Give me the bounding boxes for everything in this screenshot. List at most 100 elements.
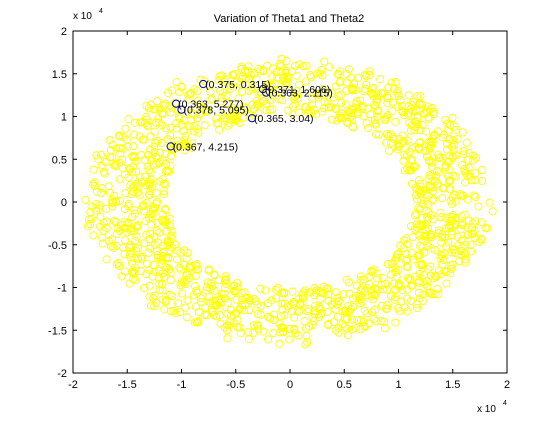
data-point: [245, 111, 254, 121]
data-point: [180, 303, 190, 312]
data-point: [412, 209, 421, 218]
data-point: [431, 245, 440, 255]
data-point: [324, 321, 333, 330]
data-point: [283, 78, 292, 87]
data-point: [167, 226, 176, 235]
data-point: [242, 104, 251, 113]
data-point: [446, 121, 455, 130]
data-point: [365, 272, 374, 281]
data-point: [262, 106, 271, 115]
data-point: [442, 279, 451, 288]
data-point: [417, 260, 426, 269]
data-point: [466, 240, 475, 249]
data-point: [347, 106, 356, 115]
data-point: [116, 221, 126, 230]
data-point: [318, 85, 328, 94]
data-point: [132, 167, 141, 176]
data-point: [160, 205, 170, 214]
data-point: [124, 202, 133, 211]
data-point: [323, 307, 332, 316]
data-point: [203, 105, 212, 115]
y-tick-label: 2: [61, 26, 67, 38]
data-point: [211, 300, 220, 310]
data-point: [370, 100, 379, 109]
data-point: [477, 235, 486, 244]
data-point: [399, 108, 408, 117]
data-point: [304, 305, 313, 314]
point-label: (0.367, 4.215): [173, 141, 238, 153]
data-point: [210, 271, 219, 280]
data-point: [406, 126, 415, 135]
highlighted-point: [166, 142, 175, 151]
data-point: [331, 326, 340, 335]
data-point: [477, 166, 486, 175]
data-point: [191, 271, 200, 280]
data-point: [420, 248, 429, 257]
data-point: [428, 158, 437, 167]
data-point: [370, 305, 379, 314]
data-point: [290, 324, 299, 333]
data-point: [108, 153, 117, 162]
point-label: (0.363, 5.277): [178, 99, 243, 111]
data-point: [251, 297, 260, 306]
data-point: [153, 253, 162, 262]
data-point: [435, 153, 444, 162]
data-point: [135, 132, 144, 141]
data-point: [226, 84, 235, 93]
data-point: [241, 74, 250, 83]
data-point: [252, 96, 261, 106]
data-point: [372, 317, 381, 326]
data-point: [348, 86, 357, 95]
data-point: [145, 292, 154, 301]
data-point: [417, 235, 426, 244]
x-tick-label: -2: [68, 379, 78, 391]
data-point: [180, 116, 189, 125]
data-point: [121, 124, 130, 133]
data-point: [216, 97, 225, 106]
data-point: [423, 102, 432, 111]
data-point: [237, 87, 246, 96]
data-point: [335, 78, 344, 87]
data-point: [132, 247, 141, 256]
data-point: [309, 313, 318, 323]
data-point: [450, 122, 459, 131]
data-point: [474, 202, 483, 211]
data-point: [155, 285, 164, 295]
data-point: [371, 120, 380, 129]
data-point: [132, 232, 141, 241]
data-point: [403, 136, 412, 145]
data-point: [187, 143, 196, 153]
data-point: [132, 179, 141, 188]
data-point: [90, 178, 99, 187]
x-exponent-label: x 10: [477, 404, 496, 415]
data-point: [112, 241, 121, 250]
data-point: [230, 319, 239, 328]
data-point: [331, 305, 340, 314]
data-point: [463, 155, 472, 164]
x-tick-label: 1.5: [445, 379, 460, 391]
data-point: [130, 118, 139, 127]
data-point: [146, 168, 155, 177]
data-point: [342, 275, 351, 284]
data-point: [278, 327, 287, 336]
data-point: [460, 164, 469, 174]
data-point: [469, 151, 478, 160]
data-point: [291, 99, 300, 109]
data-point: [402, 234, 411, 243]
data-point: [256, 310, 265, 319]
data-point: [215, 311, 224, 320]
data-point: [400, 303, 409, 312]
data-point: [380, 317, 389, 326]
data-point: [153, 114, 163, 123]
data-point: [140, 207, 149, 216]
data-point: [218, 111, 227, 120]
data-point: [361, 80, 371, 89]
data-point: [145, 281, 154, 290]
data-point: [166, 307, 175, 316]
data-point: [418, 290, 427, 299]
data-point: [447, 230, 456, 239]
data-point: [125, 250, 134, 259]
data-point: [363, 283, 372, 292]
data-point: [150, 302, 159, 311]
data-point: [149, 160, 158, 169]
